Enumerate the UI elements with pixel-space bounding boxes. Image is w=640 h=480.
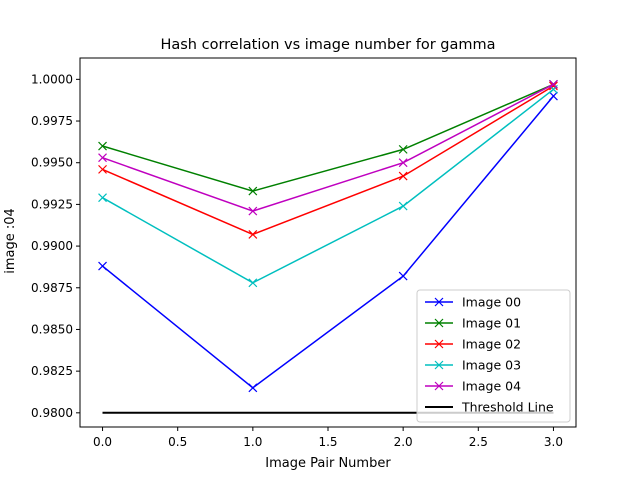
data-point [98, 164, 107, 174]
legend-swatch-marker [434, 381, 444, 391]
y-axis-label: image :04 [3, 208, 18, 274]
y-tick-label: 0.9925 [31, 197, 73, 211]
data-point [98, 141, 107, 151]
y-tick-label: 0.9850 [31, 322, 73, 336]
data-point [398, 271, 408, 281]
y-tick-label: 0.9975 [31, 114, 73, 128]
series-layer [98, 79, 558, 414]
legend-label: Threshold Line [461, 400, 554, 415]
legend-swatch-marker [434, 339, 444, 349]
legend-box [416, 289, 571, 423]
legend-swatch-marker [434, 318, 444, 328]
x-tick-label: 1.5 [318, 435, 337, 449]
x-tick-label: 1.0 [243, 435, 262, 449]
y-tick-label: 1.0000 [31, 72, 73, 86]
x-tick-label: 0.0 [93, 435, 112, 449]
data-point [549, 79, 558, 89]
data-point [248, 278, 258, 288]
series-line [102, 83, 554, 212]
chart-title: Hash correlation vs image number for gam… [160, 37, 495, 53]
y-tick-label: 0.9900 [31, 239, 73, 253]
legend-label: Image 02 [462, 337, 521, 352]
legend-swatch-marker [434, 360, 444, 370]
data-point [248, 186, 258, 196]
data-point [398, 158, 408, 168]
data-point [549, 91, 558, 101]
data-point [398, 201, 408, 211]
y-tick-label: 0.9875 [31, 281, 73, 295]
series-line [102, 95, 555, 389]
legend-label: Image 01 [462, 316, 521, 331]
y-tick-label: 0.9825 [31, 364, 73, 378]
data-point [98, 153, 107, 163]
data-point [248, 383, 258, 393]
legend-label: Image 03 [462, 358, 521, 373]
data-point [98, 261, 107, 271]
x-axis-label: Image Pair Number [265, 456, 391, 471]
legend: Image 00 Image 01 Image 02 Image 03 Image 04… [416, 289, 571, 423]
series-line [102, 85, 554, 236]
data-point [398, 144, 408, 154]
data-point [248, 229, 258, 239]
axes-layer: 0.0 0.5 1.0 1.5 2.0 2.5 3.0 0.9800 0.9825 0.9850 0… [31, 57, 577, 449]
data-point [398, 171, 408, 181]
data-point [549, 81, 558, 91]
legend-swatch-marker [434, 297, 444, 307]
y-tick-label: 0.9950 [31, 156, 73, 170]
series-line [102, 83, 554, 192]
data-point [248, 206, 258, 216]
data-point [98, 193, 107, 203]
series-line [102, 88, 554, 284]
x-tick-label: 3.0 [544, 435, 563, 449]
legend-label: Image 00 [462, 295, 521, 310]
x-tick-label: 2.5 [469, 435, 488, 449]
y-tick-label: 0.9800 [31, 406, 73, 420]
x-tick-label: 0.5 [168, 435, 187, 449]
legend-label: Image 04 [462, 379, 521, 394]
x-tick-label: 2.0 [394, 435, 413, 449]
